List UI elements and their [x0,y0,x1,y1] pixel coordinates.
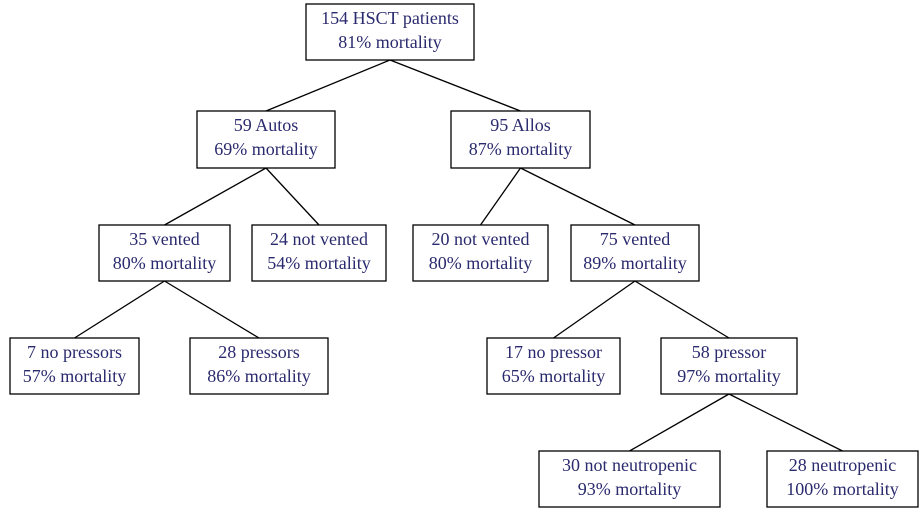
node-count: 95 Allos [490,115,551,135]
node-count: 30 not neutropenic [562,455,697,475]
connector [74,280,165,339]
node-count: 24 not vented [270,229,368,249]
node-mortality: 57% mortality [23,366,126,386]
node-mortality: 87% mortality [469,139,572,159]
node-count: 35 vented [129,229,199,249]
node-count: 28 neutropenic [789,455,896,475]
node-box [196,110,336,169]
node-box [305,3,475,61]
node-box [660,337,798,395]
node-count: 17 no pressor [505,342,602,362]
node-count: 7 no pressors [27,342,122,362]
node-mortality: 89% mortality [583,253,686,273]
node-count: 59 Autos [234,115,299,135]
node-mortality: 100% mortality [786,479,898,499]
node-count: 75 vented [600,229,670,249]
node-count: 58 pressor [692,342,767,362]
node-mortality: 65% mortality [502,366,605,386]
node-box [538,450,721,508]
node-count: 154 HSCT patients [321,8,459,28]
node-mortality: 86% mortality [207,366,310,386]
node-box [450,110,591,169]
node-mortality: 97% mortality [677,366,780,386]
node-mortality: 80% mortality [429,253,532,273]
connector [634,280,730,339]
connector [265,59,391,112]
node-count: 28 pressors [218,342,300,362]
node-box [412,224,549,282]
node-mortality: 80% mortality [113,253,216,273]
connector [479,167,522,226]
connector [265,167,320,226]
connector [389,59,521,112]
node-mortality: 69% mortality [214,139,317,159]
node-box [98,224,231,282]
node-mortality: 93% mortality [578,479,681,499]
connector [164,280,260,339]
connector [629,393,730,452]
connector [164,167,267,226]
node-box [9,337,140,395]
node-count: 20 not vented [432,229,530,249]
connector [553,280,636,339]
node-box [189,337,329,395]
node-box [486,337,621,395]
node-box [251,224,387,282]
node-box [570,224,700,282]
node-mortality: 54% mortality [267,253,370,273]
connector [520,167,636,226]
connector [728,393,843,452]
node-mortality: 81% mortality [338,32,441,52]
node-box [766,450,919,508]
